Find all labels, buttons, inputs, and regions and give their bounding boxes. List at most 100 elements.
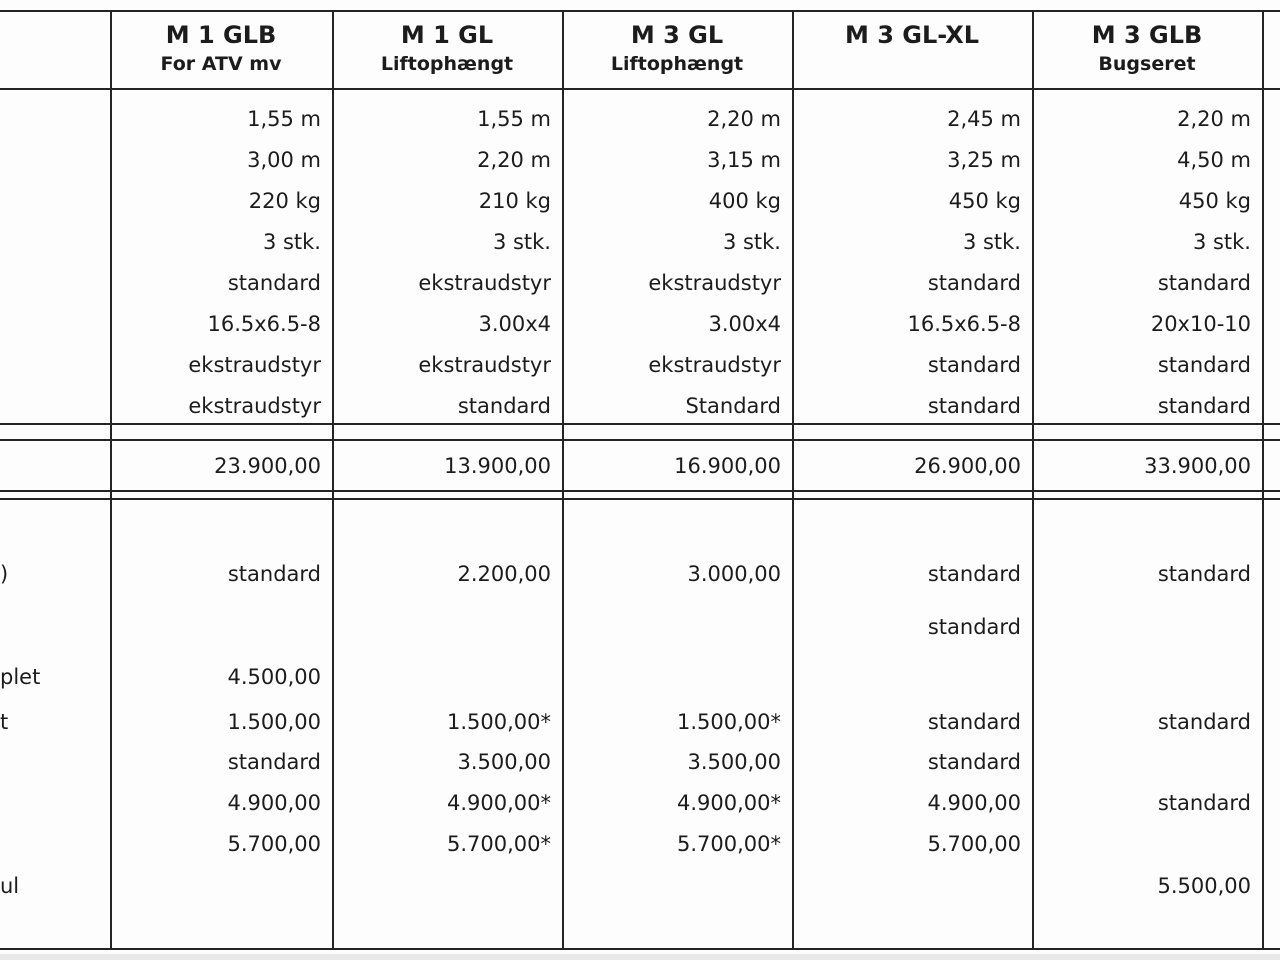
option-value-cell (562, 865, 792, 907)
spec-value-cell: 16.5x6.5-8 (907, 311, 1021, 336)
option-value-cell (562, 653, 792, 701)
spec-value-cell: 3.00x4 (478, 311, 551, 336)
spec-value-cell: 400 kg (708, 188, 781, 213)
column-header: M 3 GL-XL (792, 12, 1032, 88)
filler-cell (1262, 600, 1280, 653)
option-value-cell (1032, 653, 1262, 701)
option-rows: ) standard 2.200,00 3.000,00 standard standar… (0, 500, 1280, 907)
price-value-cell: 33.900,00 (1144, 453, 1251, 478)
spec-rows: 1,55 m 1,55 m 2,20 m 2,45 m 2,20 m 3,00 m 2,20… (0, 90, 1280, 423)
row-label-fragment: t (0, 709, 9, 734)
spec-value-cell: standard (1157, 270, 1251, 295)
spec-value-cell: 3,00 m (247, 147, 321, 172)
row-label-fragment (0, 180, 110, 221)
option-value-cell (1032, 600, 1262, 653)
row-label-fragment (0, 782, 110, 823)
option-value-cell (562, 600, 792, 653)
comparison-table: M 1 GLB For ATV mv M 1 GL Liftophængt M 3 GL… (0, 10, 1280, 952)
spec-row: 1,55 m 1,55 m 2,20 m 2,45 m 2,20 m (0, 98, 1280, 139)
option-row: ul 5.500,00 (0, 865, 1280, 907)
spec-row: 3 stk. 3 stk. 3 stk. 3 stk. 3 stk. (0, 221, 1280, 262)
option-row: 5.700,00 5.700,00* 5.700,00* 5.700,00 (0, 823, 1280, 865)
column-header: M 3 GLB Bugseret (1032, 12, 1262, 88)
column-subtitle: For ATV mv (160, 53, 282, 75)
filler-cell (1262, 180, 1280, 221)
spec-value-cell: 220 kg (248, 188, 321, 213)
row-label-fragment (0, 344, 110, 385)
filler-cell (1262, 548, 1280, 600)
column-header: M 1 GL Liftophængt (332, 12, 562, 88)
row-label-fragment (0, 98, 110, 139)
spec-value-cell: standard (227, 270, 321, 295)
filler-cell (1262, 701, 1280, 742)
option-value-cell (792, 653, 1032, 701)
price-value-cell: 23.900,00 (214, 453, 321, 478)
option-value-cell (110, 600, 332, 653)
option-value-cell (110, 865, 332, 907)
column-title: M 1 GL (400, 21, 494, 49)
spec-value-cell: 3 stk. (1192, 229, 1251, 254)
row-label-fragment (0, 262, 110, 303)
spec-value-cell: standard (927, 393, 1021, 418)
spec-section: M 1 GLB For ATV mv M 1 GL Liftophængt M 3 GL… (0, 10, 1280, 425)
filler-cell (1262, 500, 1280, 548)
spec-value-cell: ekstraudstyr (418, 270, 551, 295)
column-title: M 3 GL (630, 21, 724, 49)
column-header: M 1 GLB For ATV mv (110, 12, 332, 88)
spec-value-cell: 3 stk. (262, 229, 321, 254)
spec-value-cell: 3,15 m (707, 147, 781, 172)
option-value-cell: 3.500,00 (687, 750, 781, 774)
spec-value-cell: ekstraudstyr (188, 352, 321, 377)
option-value-cell: 5.500,00 (1157, 874, 1251, 898)
spec-value-cell: 3.00x4 (708, 311, 781, 336)
spec-value-cell: 3,25 m (947, 147, 1021, 172)
filler-cell (1262, 221, 1280, 262)
option-value-cell (332, 600, 562, 653)
spec-row: standard ekstraudstyr ekstraudstyr standard… (0, 262, 1280, 303)
price-value-cell: 13.900,00 (444, 453, 551, 478)
spec-value-cell: Standard (685, 393, 781, 418)
spec-value-cell: ekstraudstyr (418, 352, 551, 377)
filler-cell (1262, 441, 1280, 490)
option-value-cell: 3.500,00 (457, 750, 551, 774)
option-value-cell: 5.700,00 (927, 832, 1021, 856)
grid-vline (1032, 10, 1034, 950)
filler-cell (1262, 98, 1280, 139)
option-value-cell: 1.500,00 (227, 709, 321, 734)
option-value-cell: standard (927, 750, 1021, 774)
row-label-fragment (0, 139, 110, 180)
option-value-cell (792, 500, 1032, 548)
filler-cell (1262, 742, 1280, 782)
option-value-cell: 5.700,00 (227, 832, 321, 856)
option-row: 4.900,00 4.900,00* 4.900,00* 4.900,00 standa… (0, 782, 1280, 823)
column-title: M 3 GL-XL (844, 21, 980, 49)
column-subtitle: Bugseret (1098, 53, 1196, 75)
spec-value-cell: standard (457, 393, 551, 418)
option-value-cell (332, 500, 562, 548)
option-row: standard (0, 600, 1280, 653)
row-label-header (0, 12, 110, 88)
option-value-cell: 4.900,00 (927, 790, 1021, 815)
option-value-cell: standard (927, 562, 1021, 586)
row-label-fragment (0, 303, 110, 344)
spec-row: 3,00 m 2,20 m 3,15 m 3,25 m 4,50 m (0, 139, 1280, 180)
spec-row: 16.5x6.5-8 3.00x4 3.00x4 16.5x6.5-8 20x10-10 (0, 303, 1280, 344)
filler-cell (1262, 344, 1280, 385)
option-value-cell: 4.900,00* (676, 790, 781, 815)
row-label-fragment (0, 441, 110, 490)
grid-vline (332, 10, 334, 950)
spec-value-cell: 1,55 m (477, 106, 551, 131)
spec-value-cell: 4,50 m (1177, 147, 1251, 172)
grid-vline (562, 10, 564, 950)
spec-value-cell: 1,55 m (247, 106, 321, 131)
spec-value-cell: standard (927, 270, 1021, 295)
option-value-cell: standard (1157, 790, 1251, 815)
row-label-fragment: ) (0, 562, 9, 586)
price-value-cell: 16.900,00 (674, 453, 781, 478)
option-value-cell: 4.900,00* (446, 790, 551, 815)
spec-value-cell: standard (1157, 393, 1251, 418)
option-row: ) standard 2.200,00 3.000,00 standard standar… (0, 548, 1280, 600)
spec-value-cell: 16.5x6.5-8 (207, 311, 321, 336)
row-label-fragment: plet (0, 665, 41, 689)
